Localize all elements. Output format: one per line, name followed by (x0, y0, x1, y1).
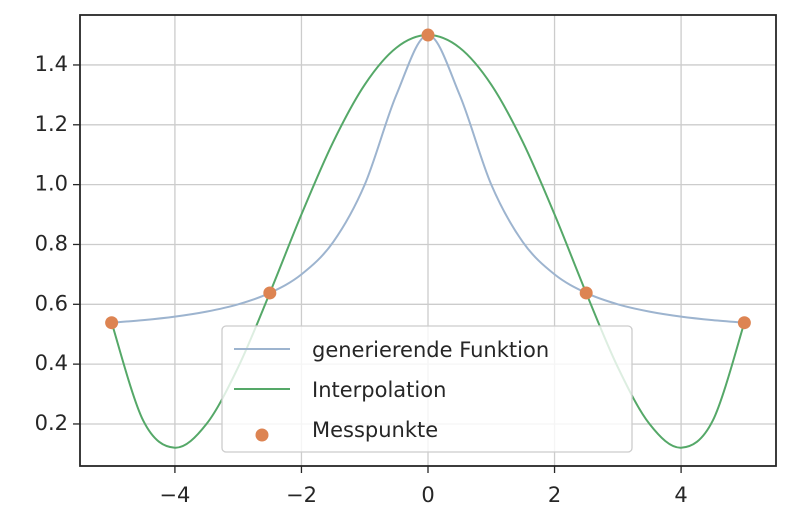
x-tick-label: −4 (159, 483, 190, 507)
legend-label: generierende Funktion (312, 338, 549, 362)
x-tick-label: 2 (548, 483, 561, 507)
point (421, 28, 435, 42)
x-tick-label: 0 (421, 483, 434, 507)
x-tick-label: 4 (674, 483, 687, 507)
legend (221, 325, 633, 453)
legend-label: Interpolation (312, 378, 446, 402)
y-tick-label: 0.6 (35, 291, 68, 315)
axes-frame (79, 14, 777, 467)
y-tick-label: 1.2 (35, 112, 68, 136)
x-tick-label: −2 (286, 483, 317, 507)
point (579, 286, 593, 300)
y-tick-label: 1.0 (35, 172, 68, 196)
point (105, 316, 119, 330)
y-tick-label: 0.2 (35, 411, 68, 435)
y-tick-label: 1.4 (35, 52, 68, 76)
y-tick-label: 0.4 (35, 351, 68, 375)
point (737, 316, 751, 330)
y-tick-label: 0.8 (35, 231, 68, 255)
legend-swatch (255, 428, 269, 442)
point (263, 286, 277, 300)
legend-label: Messpunkte (312, 418, 438, 442)
